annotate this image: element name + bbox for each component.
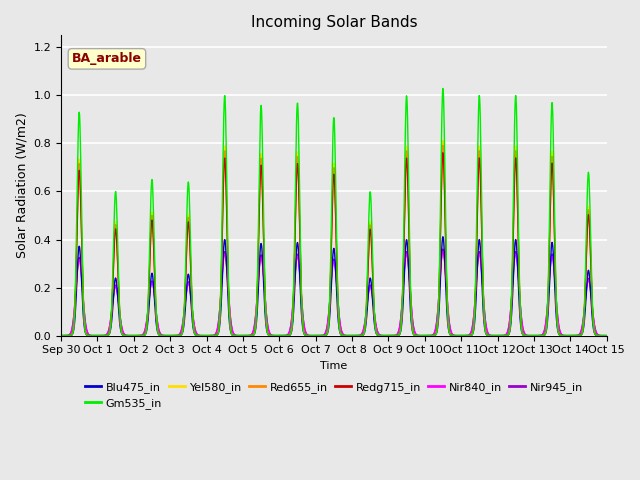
Blu475_in: [122, 333, 129, 338]
X-axis label: Time: Time: [320, 361, 348, 371]
Redg715_in: [99, 333, 107, 338]
Nir945_in: [122, 332, 129, 338]
Redg715_in: [603, 333, 611, 338]
Nir945_in: [57, 333, 65, 338]
Gm535_in: [122, 333, 129, 338]
Nir840_in: [122, 332, 129, 338]
Gm535_in: [603, 333, 611, 338]
Nir945_in: [439, 246, 447, 252]
Nir840_in: [300, 321, 308, 326]
Nir840_in: [99, 333, 107, 338]
Red655_in: [289, 315, 296, 321]
Yel580_in: [289, 315, 296, 321]
Nir840_in: [439, 249, 447, 254]
Line: Redg715_in: Redg715_in: [61, 153, 607, 336]
Yel580_in: [122, 333, 129, 338]
Nir840_in: [289, 307, 296, 313]
Redg715_in: [439, 150, 447, 156]
Blu475_in: [439, 234, 447, 240]
Blu475_in: [57, 333, 65, 338]
Gm535_in: [310, 333, 317, 338]
Blu475_in: [367, 283, 375, 289]
Redg715_in: [289, 316, 296, 322]
Nir840_in: [603, 333, 611, 338]
Gm535_in: [99, 333, 107, 338]
Red655_in: [310, 333, 317, 338]
Red655_in: [603, 333, 611, 338]
Red655_in: [367, 238, 375, 244]
Yel580_in: [439, 137, 447, 143]
Gm535_in: [367, 212, 375, 218]
Title: Incoming Solar Bands: Incoming Solar Bands: [250, 15, 417, 30]
Gm535_in: [57, 333, 65, 338]
Red655_in: [439, 143, 447, 148]
Line: Blu475_in: Blu475_in: [61, 237, 607, 336]
Blu475_in: [310, 333, 317, 338]
Line: Nir840_in: Nir840_in: [61, 252, 607, 336]
Nir945_in: [367, 286, 375, 292]
Legend: Blu475_in, Gm535_in, Yel580_in, Red655_in, Redg715_in, Nir840_in, Nir945_in: Blu475_in, Gm535_in, Yel580_in, Red655_i…: [80, 377, 588, 413]
Nir840_in: [310, 333, 317, 338]
Nir840_in: [57, 333, 65, 338]
Nir945_in: [300, 320, 308, 326]
Line: Red655_in: Red655_in: [61, 145, 607, 336]
Nir945_in: [603, 333, 611, 338]
Redg715_in: [57, 333, 65, 338]
Line: Nir945_in: Nir945_in: [61, 249, 607, 336]
Nir840_in: [367, 288, 375, 293]
Blu475_in: [603, 333, 611, 338]
Redg715_in: [367, 242, 375, 248]
Yel580_in: [367, 236, 375, 241]
Blu475_in: [289, 322, 296, 328]
Text: BA_arable: BA_arable: [72, 52, 142, 65]
Red655_in: [57, 333, 65, 338]
Yel580_in: [99, 333, 107, 338]
Red655_in: [99, 333, 107, 338]
Redg715_in: [122, 333, 129, 338]
Line: Gm535_in: Gm535_in: [61, 88, 607, 336]
Nir945_in: [289, 307, 296, 312]
Red655_in: [300, 329, 308, 335]
Redg715_in: [310, 333, 317, 338]
Y-axis label: Solar Radiation (W/m2): Solar Radiation (W/m2): [15, 113, 28, 258]
Red655_in: [122, 333, 129, 338]
Nir945_in: [310, 333, 317, 338]
Redg715_in: [300, 329, 308, 335]
Gm535_in: [300, 329, 308, 335]
Blu475_in: [99, 333, 107, 338]
Yel580_in: [300, 329, 308, 335]
Nir945_in: [99, 333, 107, 338]
Yel580_in: [57, 333, 65, 338]
Gm535_in: [289, 315, 296, 321]
Blu475_in: [300, 330, 308, 336]
Gm535_in: [439, 85, 447, 91]
Yel580_in: [603, 333, 611, 338]
Line: Yel580_in: Yel580_in: [61, 140, 607, 336]
Yel580_in: [310, 333, 317, 338]
